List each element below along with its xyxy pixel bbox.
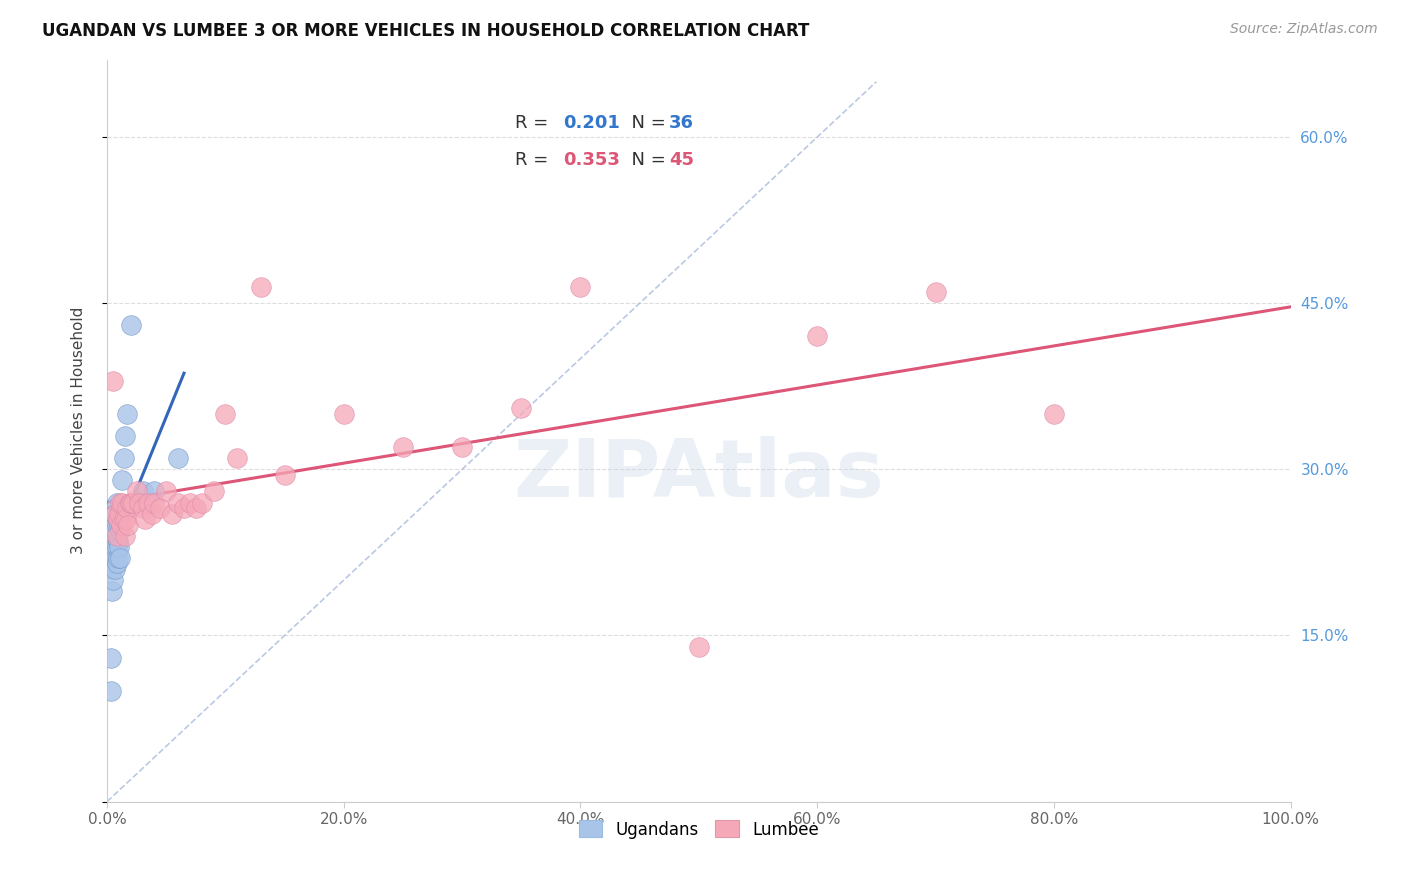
Point (924, 285, 946, 300)
Text: UGANDAN VS LUMBEE 3 OR MORE VEHICLES IN HOUSEHOLD CORRELATION CHART: UGANDAN VS LUMBEE 3 OR MORE VEHICLES IN … (42, 22, 810, 40)
Point (115, 407, 138, 421)
Text: Source: ZipAtlas.com: Source: ZipAtlas.com (1230, 22, 1378, 37)
Point (101, 584, 124, 599)
Point (510, 401, 533, 416)
Point (101, 374, 124, 388)
Text: 0.201: 0.201 (562, 113, 620, 132)
Point (104, 540, 127, 554)
Point (131, 484, 153, 499)
Point (104, 507, 127, 521)
Point (114, 529, 136, 543)
Legend: Ugandans, Lumbee: Ugandans, Lumbee (572, 814, 825, 846)
Point (107, 550, 129, 565)
Point (250, 279, 273, 293)
Point (111, 495, 134, 509)
Point (115, 501, 138, 516)
Point (273, 467, 295, 482)
Point (179, 495, 201, 509)
Point (108, 540, 131, 554)
Point (392, 440, 415, 454)
Point (104, 562, 127, 576)
Point (105, 517, 128, 532)
Point (190, 495, 212, 509)
Point (103, 550, 125, 565)
Point (107, 512, 129, 526)
Point (167, 495, 190, 509)
Point (117, 517, 139, 532)
Point (134, 512, 156, 526)
Point (110, 501, 132, 516)
Point (214, 407, 236, 421)
Point (184, 501, 207, 516)
Text: ZIPAtlas: ZIPAtlas (513, 436, 884, 514)
Point (101, 562, 124, 576)
Point (101, 540, 124, 554)
Point (806, 329, 828, 343)
Point (107, 534, 129, 549)
Point (103, 507, 125, 521)
Point (115, 512, 138, 526)
Point (112, 451, 135, 466)
Point (100, 683, 122, 698)
Point (143, 484, 166, 499)
Point (98, 550, 121, 565)
Point (688, 640, 710, 654)
Point (155, 484, 177, 499)
Point (108, 517, 131, 532)
Text: N =: N = (620, 113, 671, 132)
Y-axis label: 3 or more Vehicles in Household: 3 or more Vehicles in Household (72, 307, 86, 554)
Point (125, 484, 148, 499)
Point (128, 495, 150, 509)
Point (173, 501, 195, 516)
Point (101, 573, 124, 587)
Point (149, 501, 172, 516)
Point (131, 501, 153, 516)
Point (120, 318, 142, 333)
Point (160, 507, 183, 521)
Point (105, 495, 128, 509)
Point (333, 407, 356, 421)
Text: N =: N = (620, 151, 671, 169)
Point (105, 529, 128, 543)
Point (111, 474, 134, 488)
Point (105, 557, 128, 571)
Text: 36: 36 (669, 113, 695, 132)
Point (108, 495, 131, 509)
Point (118, 495, 141, 509)
Point (226, 451, 249, 466)
Point (120, 495, 142, 509)
Point (451, 440, 474, 454)
Point (105, 540, 128, 554)
Text: 0.353: 0.353 (562, 151, 620, 169)
Text: 45: 45 (669, 151, 695, 169)
Point (108, 550, 131, 565)
Point (107, 512, 129, 526)
Point (141, 507, 163, 521)
Point (112, 512, 135, 526)
Point (202, 484, 225, 499)
Point (101, 557, 124, 571)
Point (108, 507, 131, 521)
Point (143, 495, 166, 509)
Point (122, 495, 145, 509)
Point (125, 495, 148, 509)
Text: R =: R = (516, 113, 554, 132)
Text: R =: R = (516, 151, 554, 169)
Point (104, 507, 127, 521)
Point (167, 451, 190, 466)
Point (100, 650, 122, 665)
Point (1043, 407, 1066, 421)
Point (110, 517, 132, 532)
Point (569, 279, 592, 293)
Point (138, 495, 160, 509)
Point (114, 429, 136, 443)
Point (108, 523, 131, 537)
Point (104, 523, 127, 537)
Point (103, 529, 125, 543)
